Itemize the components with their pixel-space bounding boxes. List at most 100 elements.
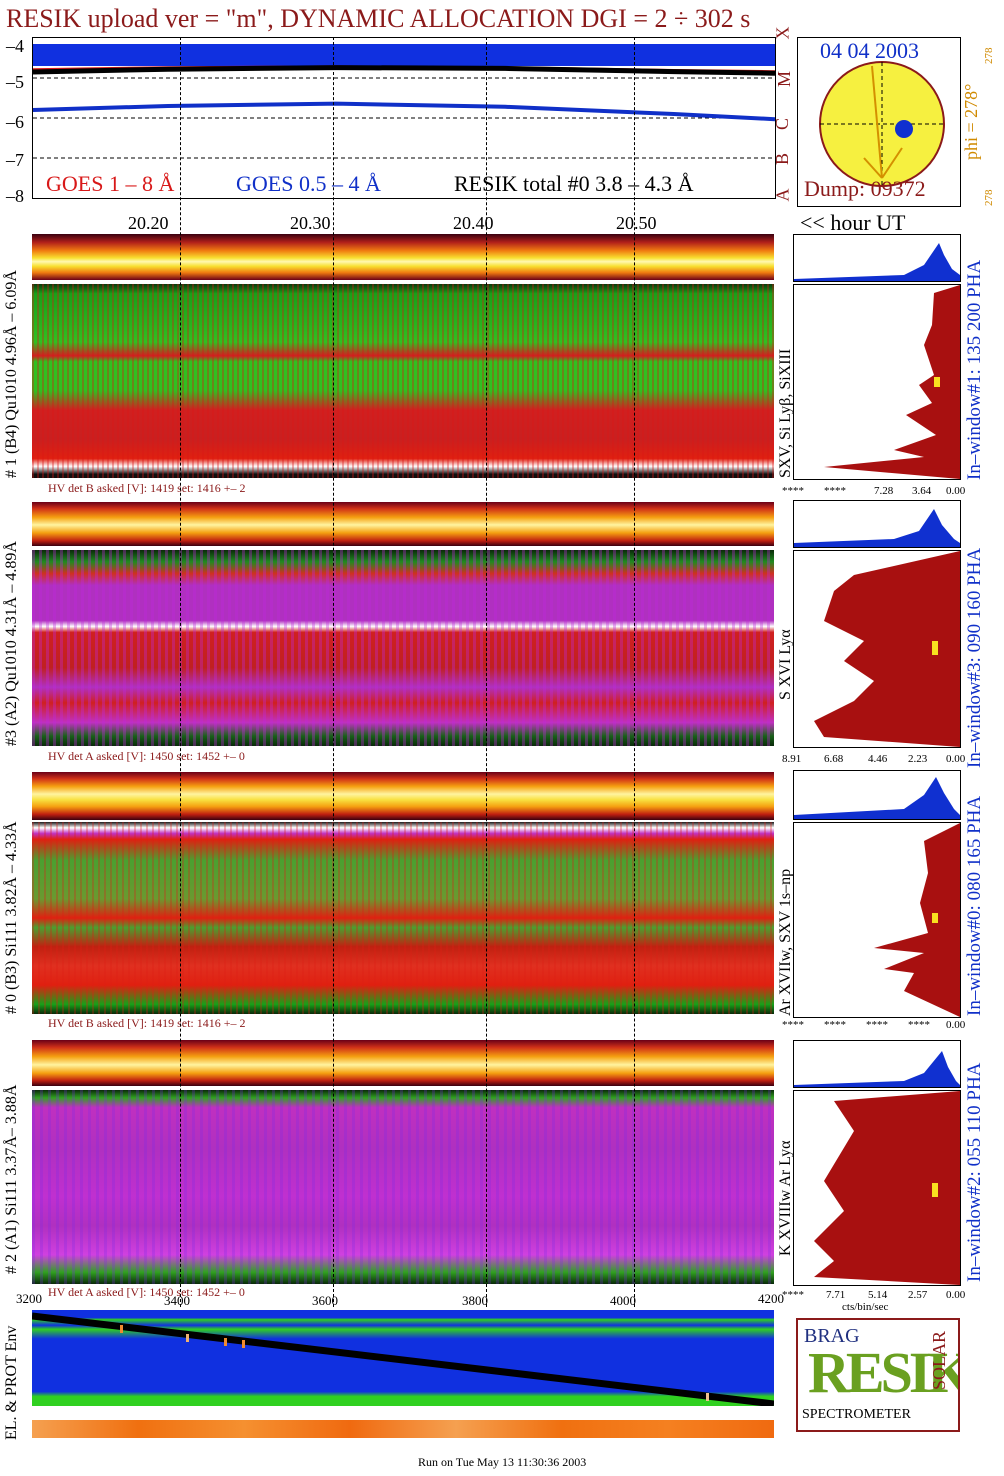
sun-disk-svg xyxy=(819,61,945,187)
grid-line xyxy=(634,37,635,1307)
channel2-axis: 7.71 xyxy=(826,1289,846,1301)
channel1-pha-hist xyxy=(793,234,961,282)
channel1-hv: HV det B asked [V]: 1419 set: 1416 +– 2 xyxy=(48,481,246,495)
legend-goes-red: GOES 1 – 8 Å xyxy=(46,171,175,196)
footer-run-time: Run on Tue May 13 11:30:36 2003 xyxy=(418,1455,587,1469)
channel0-axis: **** xyxy=(782,1019,804,1031)
logo-bottom: SPECTROMETER xyxy=(802,1407,911,1422)
env-strip xyxy=(32,1420,774,1438)
channel3-hv: HV det A asked [V]: 1450 set: 1452 +– 0 xyxy=(48,749,245,763)
channel2-window: In–window#2: 055 110 PHA xyxy=(964,1062,985,1282)
channel0-label: # 0 (B3) Si111 3.82Å – 4.33Å xyxy=(3,821,20,1014)
goes-series-line xyxy=(33,65,775,76)
channel0-spectrogram xyxy=(32,822,774,1014)
sun-dump: Dump: 09372 xyxy=(804,176,926,201)
channel1-axis: **** xyxy=(824,485,846,497)
channel3-label: #3 (A2) Qu1010 4.31Å – 4.89Å xyxy=(3,541,20,746)
channel0-profile xyxy=(793,822,961,1018)
channel3-line-label: S XVI Lyα xyxy=(777,629,794,700)
sun-phi-small-bottom: 278 xyxy=(983,189,995,207)
channel1-window: In–window#1: 135 200 PHA xyxy=(964,259,985,480)
sun-phi-small: 278 xyxy=(983,47,995,65)
time-xtick: 20.40 xyxy=(453,213,494,233)
channel3-spectrogram xyxy=(32,550,774,746)
sun-phi: phi = 278° xyxy=(961,83,981,160)
channel1-line-label: SXV, Si Lyβ, SiXIII xyxy=(777,348,794,478)
channel0-axis: 0.00 xyxy=(946,1019,966,1031)
logo-small-top: BRAG xyxy=(804,1325,860,1347)
channel2-axis-unit: cts/bin/sec xyxy=(842,1301,889,1313)
env-xtick: 4000 xyxy=(610,1293,636,1308)
channel2-axis: 5.14 xyxy=(868,1289,888,1301)
time-axis-label: << hour UT xyxy=(800,210,906,235)
env-xtick: 3800 xyxy=(462,1293,488,1308)
channel0-axis: **** xyxy=(908,1019,930,1031)
goes-ytick: –8 xyxy=(6,186,24,206)
channel2-line-label: K XVIIIw Ar Lyα xyxy=(777,1140,794,1256)
channel1-spectrogram xyxy=(32,284,774,478)
time-xtick: 20.30 xyxy=(290,213,331,233)
channel3-window: In–window#3: 090 160 PHA xyxy=(964,547,985,768)
goes-ytick: –7 xyxy=(6,150,24,170)
channel3-axis: 2.23 xyxy=(908,753,928,765)
grid-line xyxy=(180,37,181,1307)
resik-logo: BRAG RESIK SOLAR SPECTROMETER xyxy=(796,1318,960,1432)
channel2-axis: 0.00 xyxy=(946,1289,966,1301)
channel0-window-marker xyxy=(932,913,938,923)
channel1-label: # 1 (B4) Qu1010 4.96Å – 6.09Å xyxy=(3,270,20,478)
channel3-window-marker xyxy=(932,641,938,655)
channel3-axis: 0.00 xyxy=(946,753,966,765)
channel0-lightcurve-strip xyxy=(32,772,774,820)
channel3-axis: 6.68 xyxy=(824,753,844,765)
goes-lightcurve-svg xyxy=(33,44,775,159)
goes-ytick: –5 xyxy=(6,72,24,92)
logo-side: SOLAR xyxy=(929,1330,949,1390)
channel1-profile xyxy=(793,284,961,480)
time-xtick: 20.50 xyxy=(616,213,657,233)
logo-letters: RESIK xyxy=(808,1340,960,1405)
channel2-axis: 2.57 xyxy=(908,1289,928,1301)
channel0-axis: **** xyxy=(824,1019,846,1031)
goes-class-x: X xyxy=(772,26,793,40)
goes-class-m: M xyxy=(774,70,795,88)
channel0-hv: HV det B asked [V]: 1419 set: 1416 +– 2 xyxy=(48,1016,246,1030)
env-xtick: 3600 xyxy=(312,1293,338,1308)
channel0-axis: **** xyxy=(866,1019,888,1031)
channel3-lightcurve-strip xyxy=(32,502,774,546)
channel1-axis: **** xyxy=(782,485,804,497)
env-trend-svg xyxy=(32,1312,774,1406)
grid-line xyxy=(333,37,334,1307)
goes-ytick: –6 xyxy=(6,112,24,132)
legend-goes-blue: GOES 0.5 – 4 Å xyxy=(236,171,381,196)
channel2-hv: HV det A asked [V]: 1450 set: 1452 +– 0 xyxy=(48,1285,245,1299)
channel1-axis: 7.28 xyxy=(874,485,894,497)
goes-series-line xyxy=(33,101,775,122)
goes-class-c: C xyxy=(772,117,793,131)
channel0-pha-hist xyxy=(793,770,961,820)
channel1-axis: 0.00 xyxy=(946,485,966,497)
channel0-window: In–window#0: 080 165 PHA xyxy=(964,795,985,1016)
channel0-line-label: Ar XVIIw, SXV 1s–np xyxy=(777,868,794,1016)
env-panel xyxy=(32,1310,774,1406)
goes-ytick: –4 xyxy=(6,36,24,56)
env-xtick: 3400 xyxy=(164,1293,190,1308)
channel3-axis: 4.46 xyxy=(868,753,888,765)
sun-date: 04 04 2003 xyxy=(820,38,919,63)
env-label: EL. & PROT Env xyxy=(3,1325,20,1440)
channel3-axis: 8.91 xyxy=(782,753,802,765)
time-xtick: 20.20 xyxy=(128,213,169,233)
channel2-axis: **** xyxy=(782,1289,804,1301)
channel2-label: # 2 (A1) Si111 3.37Å– 3.88Å xyxy=(3,1084,20,1274)
channel2-profile xyxy=(793,1090,961,1286)
goes-saturation-band xyxy=(33,44,775,66)
goes-plot xyxy=(32,37,776,199)
channel1-window-marker xyxy=(934,377,940,387)
legend-resik-total: RESIK total #0 3.8 – 4.3 Å xyxy=(454,171,694,196)
goes-class-a: A xyxy=(772,188,793,202)
channel1-lightcurve-strip xyxy=(32,234,774,280)
env-xtick: 4200 xyxy=(758,1291,784,1306)
channel3-profile xyxy=(793,550,961,748)
channel2-spectrogram xyxy=(32,1090,774,1284)
channel3-pha-hist xyxy=(793,500,961,548)
channel2-window-marker xyxy=(932,1183,938,1197)
